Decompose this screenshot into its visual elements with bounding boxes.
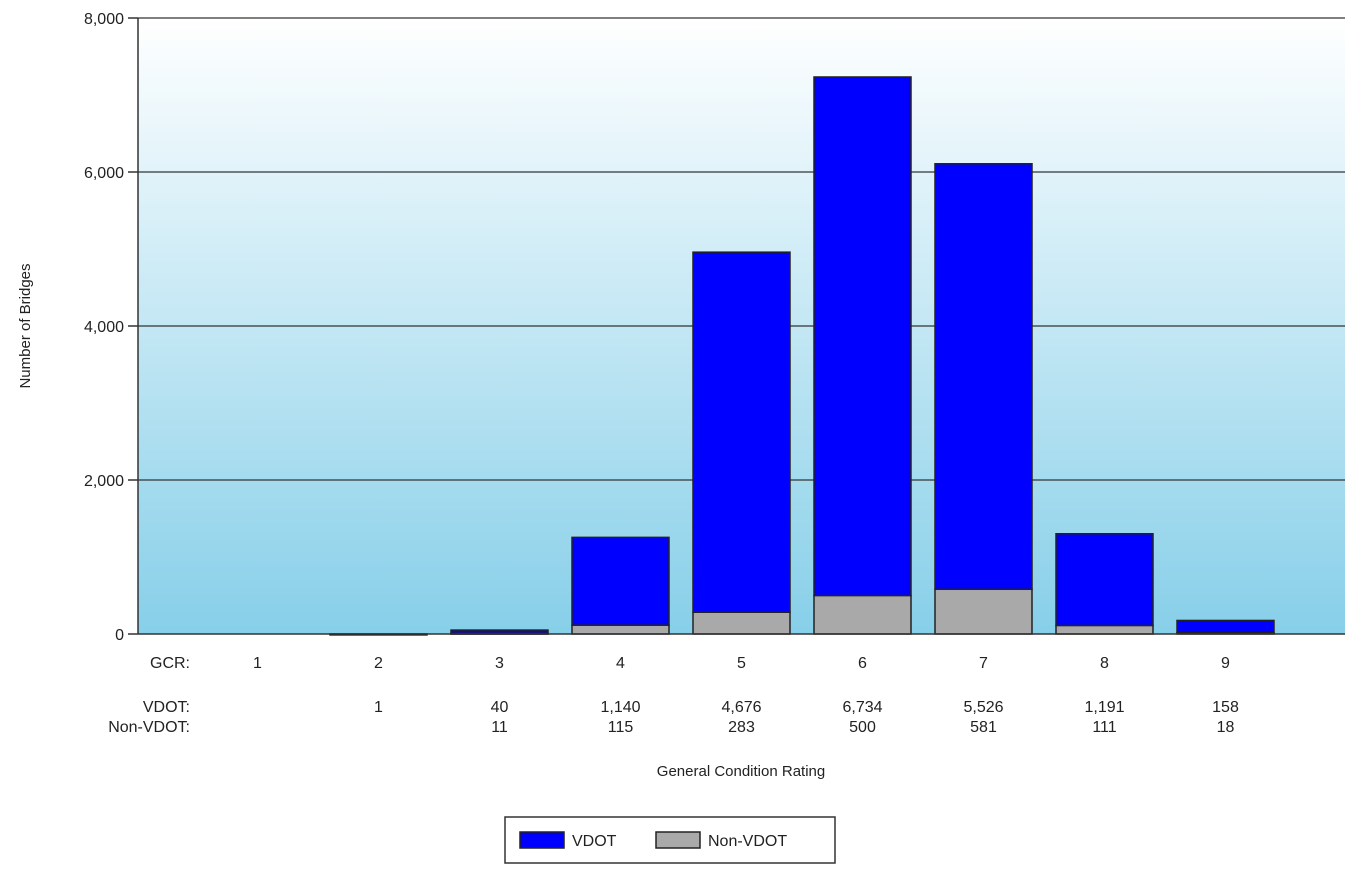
x-tick-label: 3 <box>495 655 504 672</box>
bar-vdot-gcr-8 <box>1055 532 1154 627</box>
data-table: GCR: VDOT: Non-VDOT: 1 2 1 3 40 11 4 1,140 115 5 4,67… <box>108 655 1239 736</box>
y-ticks: 0 2,000 4,000 6,000 8,000 <box>84 11 138 644</box>
x-tick-label: 7 <box>979 655 988 672</box>
bar-non-vdot-gcr-6 <box>813 594 912 635</box>
vdot-count-label: 5,526 <box>963 699 1003 716</box>
bar-vdot-gcr-5 <box>692 251 791 613</box>
nonvdot-count-label: 283 <box>728 719 755 736</box>
x-tick-label: 9 <box>1221 655 1230 672</box>
vdot-count-label: 6,734 <box>842 699 882 716</box>
bar-non-vdot-gcr-5 <box>692 611 791 635</box>
x-tick-label: 8 <box>1100 655 1109 672</box>
nonvdot-count-label: 500 <box>849 719 876 736</box>
vdot-count-label: 158 <box>1212 699 1239 716</box>
x-tick-label: 2 <box>374 655 383 672</box>
legend-swatch-vdot <box>519 831 565 849</box>
nonvdot-count-label: 111 <box>1092 719 1116 736</box>
bar-vdot-gcr-4 <box>571 536 670 626</box>
nonvdot-row-label: Non-VDOT: <box>108 719 190 736</box>
vdot-row-label: VDOT: <box>143 699 190 716</box>
x-tick-label: 1 <box>253 655 262 672</box>
legend-label-vdot: VDOT <box>572 833 617 850</box>
y-tick-label: 8,000 <box>84 11 124 28</box>
bar-vdot-gcr-3 <box>450 629 549 634</box>
x-tick-label: 6 <box>858 655 867 672</box>
y-tick-label: 6,000 <box>84 165 124 182</box>
bar-non-vdot-gcr-4 <box>571 624 670 635</box>
y-tick-label: 2,000 <box>84 473 124 490</box>
x-tick-label: 5 <box>737 655 746 672</box>
vdot-count-label: 40 <box>491 699 509 716</box>
legend: VDOT Non-VDOT <box>504 816 836 864</box>
legend-label-nonvdot: Non-VDOT <box>708 833 787 850</box>
bar-vdot-gcr-6 <box>813 76 912 597</box>
bar-vdot-gcr-9 <box>1176 619 1275 634</box>
bars <box>329 76 1275 636</box>
nonvdot-count-label: 11 <box>491 719 508 736</box>
vdot-count-label: 1 <box>374 699 383 716</box>
y-tick-label: 4,000 <box>84 319 124 336</box>
legend-swatch-nonvdot <box>655 831 701 849</box>
bar-vdot-gcr-7 <box>934 163 1033 591</box>
vdot-count-label: 4,676 <box>721 699 761 716</box>
vdot-count-label: 1,191 <box>1084 699 1124 716</box>
y-axis-title: Number of Bridges <box>17 263 34 388</box>
y-tick-label: 0 <box>115 627 124 644</box>
gcr-row-label: GCR: <box>150 655 190 672</box>
x-axis-title: General Condition Rating <box>657 763 825 780</box>
vdot-count-label: 1,140 <box>600 699 640 716</box>
x-tick-label: 4 <box>616 655 625 672</box>
nonvdot-count-label: 115 <box>608 719 634 736</box>
bar-non-vdot-gcr-8 <box>1055 624 1154 635</box>
bar-non-vdot-gcr-7 <box>934 588 1033 635</box>
nonvdot-count-label: 581 <box>970 719 997 736</box>
nonvdot-count-label: 18 <box>1217 719 1235 736</box>
